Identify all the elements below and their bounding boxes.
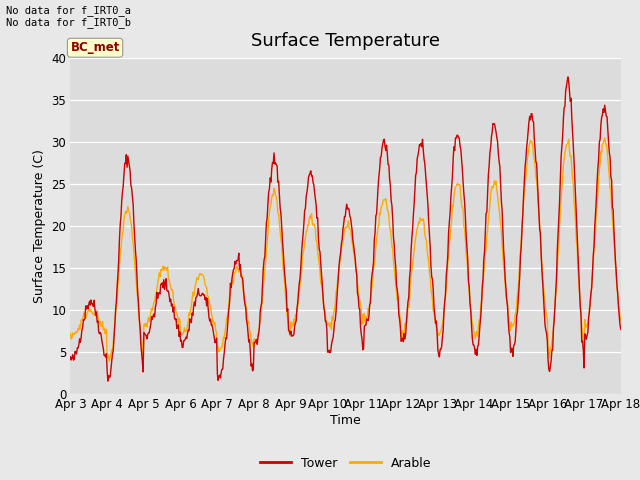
Arable (219, 340, 227, 346)
Tower (564, 74, 572, 80)
Tower (413, 156, 421, 162)
Arable (601, 135, 609, 141)
Tower (617, 326, 625, 332)
Tower (104, 378, 112, 384)
Line: Arable: Arable (70, 138, 621, 361)
Title: Surface Temperature: Surface Temperature (251, 33, 440, 50)
Tower (429, 288, 437, 293)
Arable (429, 308, 437, 314)
Legend: Tower, Arable: Tower, Arable (255, 452, 436, 475)
Tower (67, 354, 74, 360)
Text: BC_met: BC_met (70, 41, 120, 54)
Arable (67, 331, 74, 336)
Arable (134, 295, 141, 301)
Arable (190, 293, 198, 299)
Tower (134, 291, 141, 297)
Line: Tower: Tower (70, 77, 621, 381)
Tower (77, 339, 84, 345)
Text: No data for f_IRT0_a
No data for f_IRT0_b: No data for f_IRT0_a No data for f_IRT0_… (6, 5, 131, 28)
Arable (617, 317, 625, 323)
Arable (77, 326, 84, 332)
Tower (190, 303, 198, 309)
Arable (106, 358, 113, 364)
Arable (413, 226, 421, 231)
X-axis label: Time: Time (330, 414, 361, 427)
Y-axis label: Surface Temperature (C): Surface Temperature (C) (33, 149, 46, 302)
Tower (219, 366, 227, 372)
